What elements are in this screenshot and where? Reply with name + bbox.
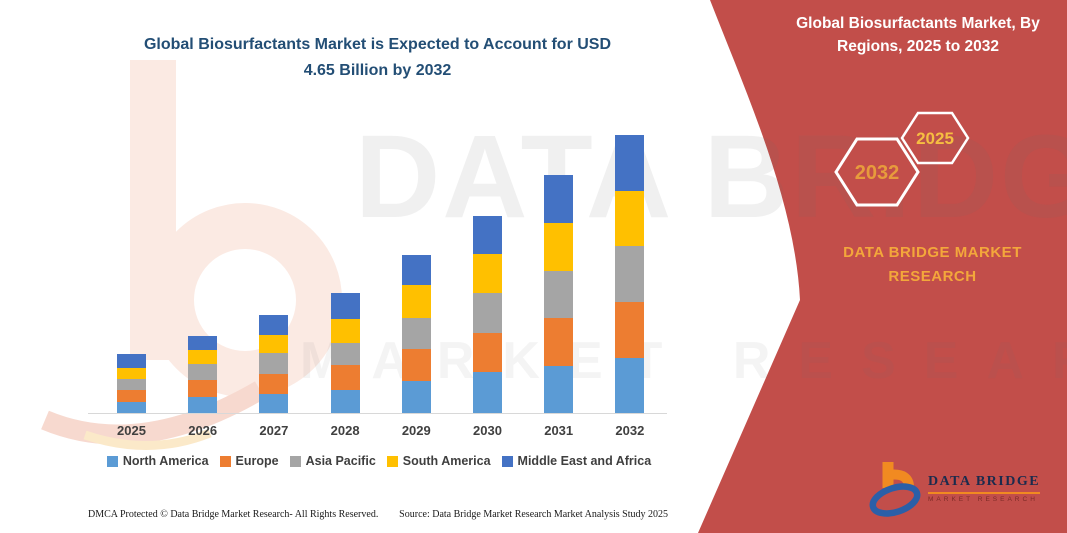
bar-segment-2030-europe (473, 332, 502, 373)
bar-segment-2027-south-america (259, 334, 289, 354)
bar-segment-2027-asia-pacific (259, 353, 289, 375)
bar-segment-2030-asia-pacific (473, 292, 502, 333)
x-axis-label-2027: 2027 (259, 423, 289, 438)
bar-segment-2026-middle-east-and-africa (188, 335, 218, 350)
legend-swatch (106, 455, 118, 467)
bar-segment-2032-south-america (615, 191, 645, 246)
bar-segment-2031-middle-east-and-africa (544, 174, 574, 223)
x-axis-label-2030: 2030 (473, 423, 502, 438)
legend-label: Middle East and Africa (517, 454, 652, 468)
year-hexagons: 2025 2032 (834, 111, 970, 207)
bar-segment-2028-north-america (330, 389, 360, 413)
x-axis-line (88, 413, 667, 414)
bar-segment-2026-asia-pacific (188, 363, 218, 381)
legend-item-south-america: South America (386, 454, 491, 468)
bar-segment-2027-north-america (259, 393, 289, 413)
x-axis-label-2028: 2028 (330, 423, 360, 438)
watermark-swoosh (41, 381, 266, 445)
bar-segment-2026-europe (188, 380, 218, 397)
databridge-logo-text: DATA BRIDGE MARKET RESEARCH (928, 474, 1041, 503)
bar-segment-2032-north-america (615, 357, 645, 413)
bar-segment-2029-asia-pacific (401, 317, 431, 349)
legend-item-asia-pacific: Asia Pacific (289, 454, 376, 468)
x-axis-label-2031: 2031 (544, 423, 574, 438)
legend-swatch (501, 455, 513, 467)
stacked-bar-chart (117, 134, 645, 413)
page-title: Global Biosurfactants Market is Expected… (110, 32, 645, 84)
bar-segment-2032-europe (615, 302, 645, 358)
x-axis-label-2026: 2026 (188, 423, 218, 438)
bar-segment-2027-europe (259, 374, 289, 394)
x-axis-label-2029: 2029 (401, 423, 431, 438)
footer-source-text: Source: Data Bridge Market Research Mark… (399, 509, 668, 520)
bar-segment-2031-europe (544, 317, 574, 366)
bar-segment-2025-europe (117, 389, 146, 402)
databridge-logo: DATA BRIDGE MARKET RESEARCH (868, 452, 1048, 524)
bar-segment-2029-south-america (401, 285, 431, 318)
footer-dmca-text: DMCA Protected © Data Bridge Market Rese… (88, 509, 379, 520)
bar-segment-2032-middle-east-and-africa (615, 134, 645, 192)
bar-segment-2031-south-america (544, 222, 574, 271)
bar-segment-2025-south-america (117, 367, 146, 379)
bar-segment-2026-south-america (188, 349, 218, 364)
x-axis-label-2025: 2025 (117, 423, 146, 438)
bar-segment-2028-south-america (330, 318, 360, 344)
hexagon-2025-label: 2025 (916, 129, 954, 148)
databridge-logo-icon (869, 462, 921, 517)
hexagon-2032-shape (834, 137, 920, 207)
sidebar-brand-text: DATA BRIDGE MARKET RESEARCH (843, 244, 1022, 285)
bar-segment-2031-asia-pacific (544, 270, 574, 318)
watermark-b-logo (41, 60, 342, 450)
bar-segment-2028-middle-east-and-africa (330, 293, 360, 319)
bar-segment-2029-europe (401, 349, 431, 382)
sidebar-heading: Global Biosurfactants Market, By Regions… (796, 15, 1040, 55)
page-title-line2: 4.65 Billion by 2032 (303, 62, 452, 79)
logo-name: DATA BRIDGE (928, 474, 1041, 494)
watermark-swoosh-yellow (83, 428, 212, 450)
legend-label: Europe (235, 454, 279, 468)
logo-subtitle: MARKET RESEARCH (928, 495, 1038, 503)
bar-segment-2026-north-america (188, 396, 218, 413)
page-title-line1: Global Biosurfactants Market is Expected… (143, 36, 612, 53)
x-axis-label-2032: 2032 (615, 423, 645, 438)
footer: DMCA Protected © Data Bridge Market Rese… (88, 509, 668, 520)
bar-segment-2028-asia-pacific (330, 343, 360, 366)
bar-segment-2030-north-america (473, 372, 502, 413)
bar-segment-2029-middle-east-and-africa (401, 254, 431, 285)
bar-segment-2028-europe (330, 365, 360, 390)
bar-segment-2030-middle-east-and-africa (473, 216, 502, 254)
bar-segment-2025-middle-east-and-africa (117, 353, 146, 368)
chart-legend: North America Europe Asia Pacific South Ame… (88, 454, 670, 468)
bar-segment-2030-south-america (473, 253, 502, 293)
legend-item-middle-east-and-africa: Middle East and Africa (501, 454, 652, 468)
bar-segment-2031-north-america (544, 365, 574, 413)
legend-label: South America (402, 454, 491, 468)
legend-swatch (386, 455, 398, 467)
x-axis-labels: 2025 2026 2027 2028 2029 2030 2031 2032 (0, 423, 700, 441)
legend-swatch (219, 455, 231, 467)
hexagon-2025-shape (900, 111, 970, 165)
legend-swatch (289, 455, 301, 467)
bar-segment-2032-asia-pacific (615, 245, 645, 303)
bar-segment-2025-north-america (117, 401, 146, 413)
legend-label: North America (122, 454, 209, 468)
legend-item-europe: Europe (219, 454, 279, 468)
bar-segment-2027-middle-east-and-africa (259, 314, 289, 335)
legend-label: Asia Pacific (305, 454, 376, 468)
legend-item-north-america: North America (106, 454, 209, 468)
bar-segment-2029-north-america (401, 381, 431, 413)
bar-segment-2025-asia-pacific (117, 378, 146, 390)
hexagon-2032-label: 2032 (855, 162, 900, 184)
watermark-b-bowl (148, 203, 342, 397)
